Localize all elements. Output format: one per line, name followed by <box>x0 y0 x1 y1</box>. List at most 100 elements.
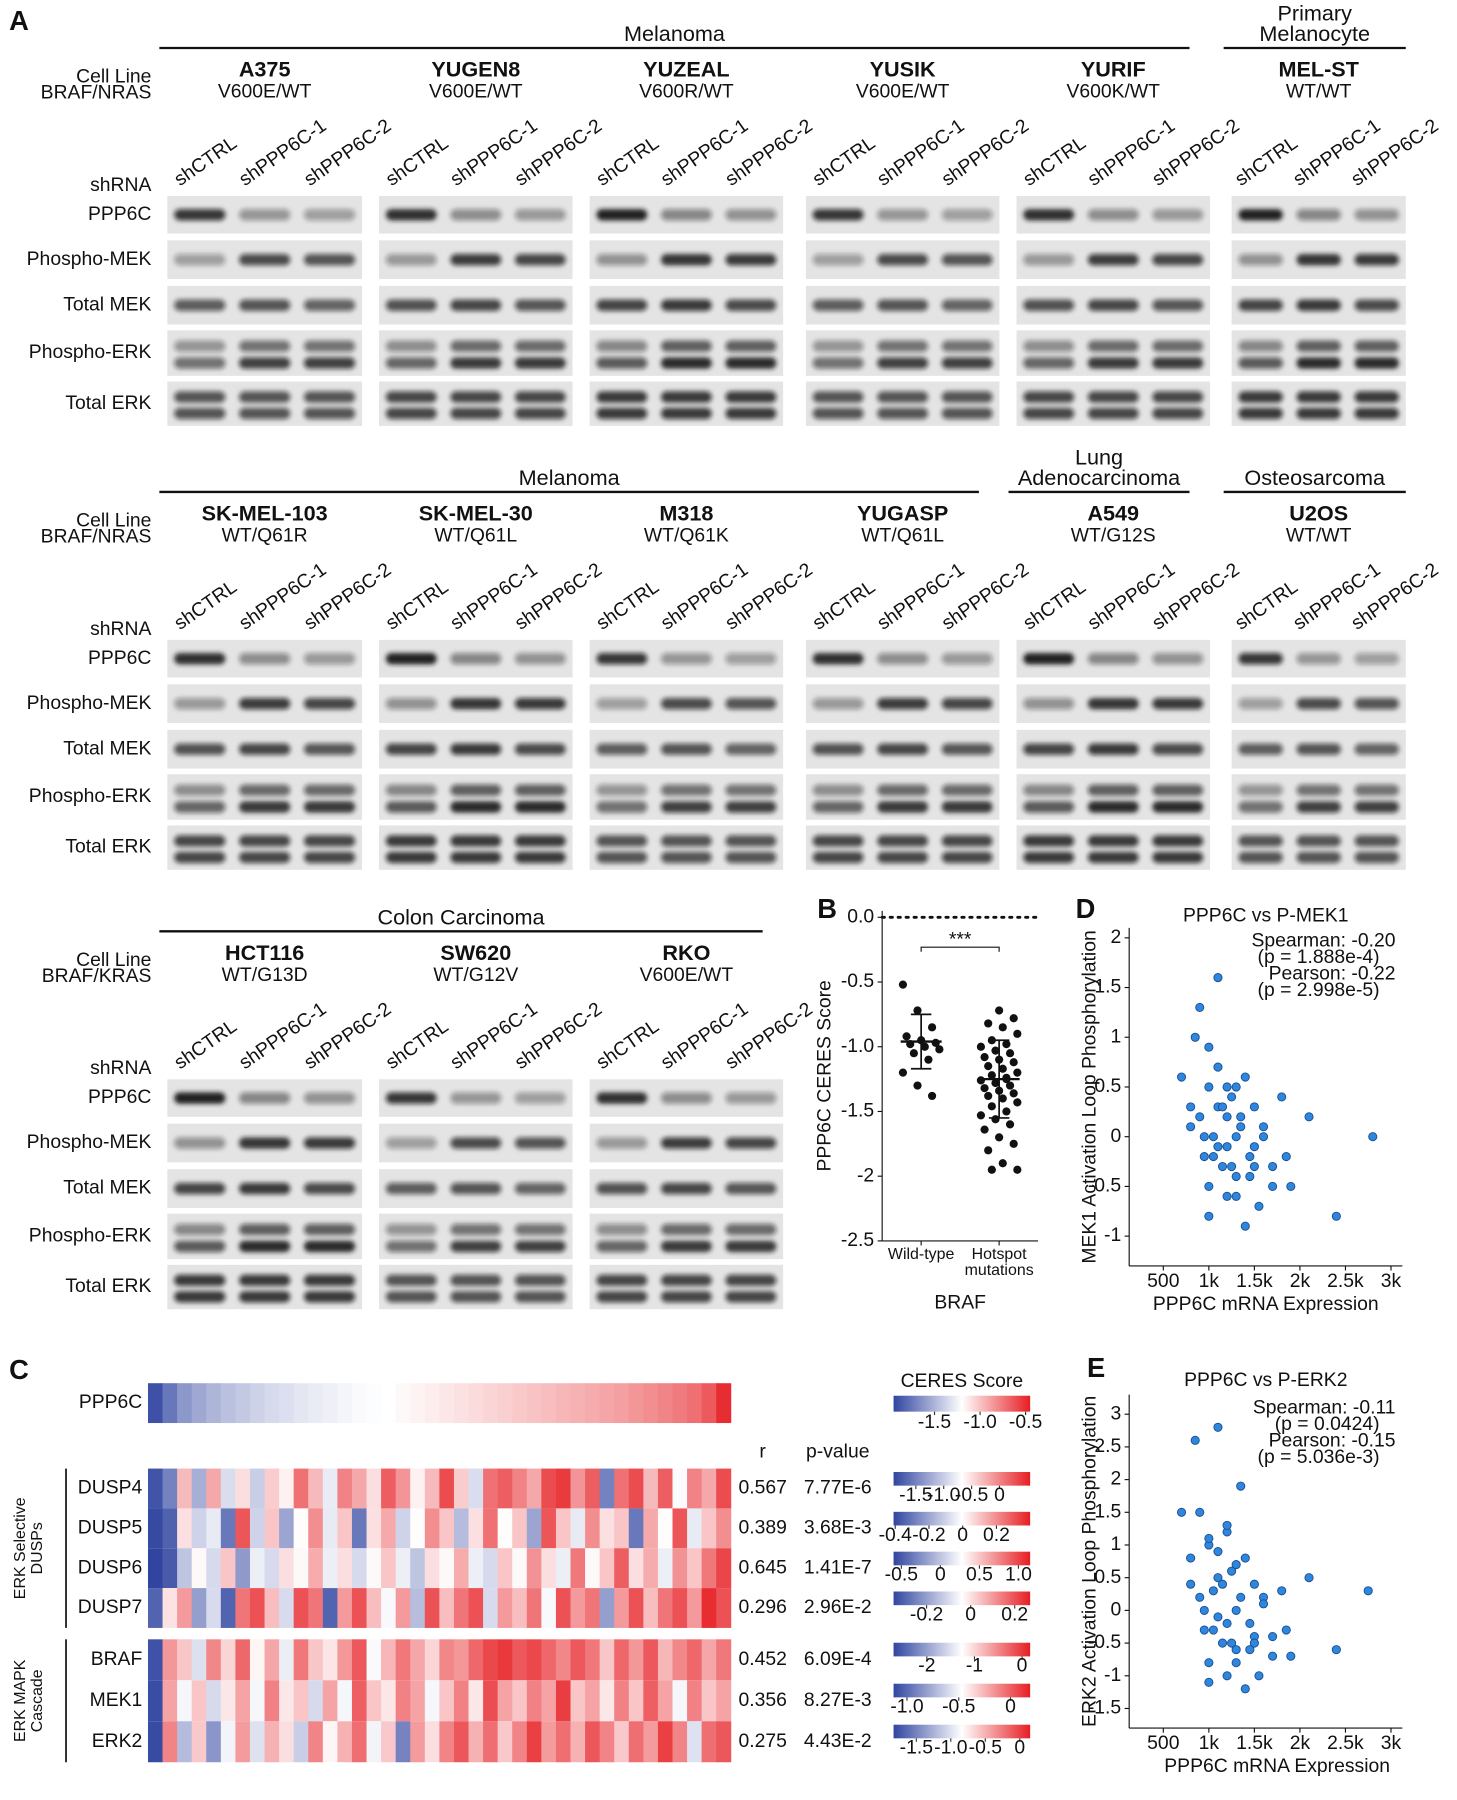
blot-band <box>660 357 712 369</box>
blot-band <box>1296 743 1341 755</box>
heat-cell <box>453 1548 469 1589</box>
heat-cell <box>468 1468 484 1509</box>
heat-cell <box>293 1383 309 1424</box>
point <box>1213 973 1223 983</box>
colorbar-tick-label: 0 <box>957 1524 968 1546</box>
group-title-box: Melanoma <box>624 24 725 46</box>
heat-cell <box>512 1508 528 1549</box>
point <box>1222 1082 1232 1092</box>
x-tick-label: 1k <box>1199 1270 1220 1292</box>
blot-band <box>514 299 566 311</box>
lane-label: shCTRL <box>592 576 663 635</box>
heat-cell <box>657 1508 673 1549</box>
heat-cell <box>497 1468 513 1509</box>
point <box>1213 1142 1223 1152</box>
heat-cell <box>235 1721 251 1763</box>
dot <box>1013 1068 1022 1077</box>
heat-cell <box>570 1721 586 1763</box>
group-title: Lung Adenocarcinoma <box>1017 446 1181 490</box>
blot-band <box>450 209 502 221</box>
point <box>1195 1112 1205 1122</box>
point <box>1258 1122 1269 1132</box>
row-label: Cell Line <box>76 949 151 971</box>
colorbar-tick-label: -2 <box>918 1655 935 1677</box>
point <box>1268 1651 1278 1661</box>
dot <box>924 1055 933 1064</box>
x-tick-label-box: Wild-type <box>888 1245 954 1261</box>
blot-band <box>174 851 226 864</box>
blot-band <box>1152 391 1204 403</box>
dot <box>984 1091 993 1101</box>
blot-band <box>303 407 356 420</box>
heat-cell <box>235 1639 251 1681</box>
group-title: Osteosarcoma <box>1244 466 1386 490</box>
blot-band <box>239 407 291 420</box>
blot-band <box>812 697 864 710</box>
heat-cell <box>395 1468 411 1509</box>
heat-cell <box>483 1639 499 1681</box>
heat-cell <box>293 1721 309 1763</box>
blot-band <box>239 299 291 311</box>
blot-band <box>1023 357 1075 369</box>
heat-cell <box>643 1383 659 1424</box>
blot-band <box>1087 784 1139 796</box>
blot-label: PPP6C <box>88 647 151 669</box>
cell-line-genotype: V600K/WT <box>1066 80 1160 102</box>
heat-cell <box>541 1680 557 1722</box>
heat-cell <box>628 1468 644 1509</box>
y-axis-label: ERK2 Activation Loop Phosphorylation <box>1079 1396 1101 1727</box>
blot-band <box>303 652 356 665</box>
blot-band <box>1087 391 1139 403</box>
blot-band <box>725 835 777 847</box>
y-tick-label: 0.5 <box>1094 1075 1121 1097</box>
heat-cell <box>526 1508 542 1549</box>
heat-cell <box>249 1680 265 1722</box>
colorbar-tick-label: 0 <box>1014 1737 1025 1759</box>
heat-cell <box>497 1588 513 1628</box>
blot-band <box>1238 340 1283 352</box>
blot-band <box>1238 391 1283 403</box>
group-title: Primary Melanocyte <box>1259 2 1371 46</box>
heat-cell <box>264 1508 280 1549</box>
blot-band <box>812 801 864 813</box>
dot <box>980 1125 989 1134</box>
r-value: 0.356 <box>738 1689 786 1711</box>
blot-band <box>514 652 566 665</box>
y-tick-label: -2 <box>857 1164 874 1186</box>
heat-cell <box>322 1680 338 1722</box>
blot-band <box>450 391 502 403</box>
blot-band <box>660 407 712 420</box>
blot-band <box>941 835 993 847</box>
lane-label: shCTRL <box>1019 132 1090 191</box>
point <box>1204 1042 1214 1052</box>
heat-cell <box>264 1639 280 1681</box>
heat-cell <box>687 1468 703 1509</box>
y-tick-label: 0.5 <box>1094 1566 1121 1588</box>
blot-band <box>660 1240 712 1253</box>
heat-cell <box>672 1588 688 1628</box>
blot-band <box>1152 801 1204 813</box>
blot-band <box>1023 299 1075 311</box>
dot <box>998 1159 1007 1168</box>
blot-band <box>1296 697 1341 710</box>
x-tick-label: 500 <box>1147 1732 1179 1754</box>
point <box>1245 1152 1255 1162</box>
blot-band <box>941 784 993 796</box>
point <box>1231 1082 1241 1092</box>
blot-strip <box>379 774 573 820</box>
point <box>1204 1211 1214 1221</box>
point <box>1222 1191 1232 1201</box>
heat-cell <box>264 1468 280 1509</box>
y-tick-label: -0.5 <box>1088 1631 1121 1653</box>
heat-cell <box>555 1468 571 1509</box>
x-axis-label: BRAF <box>934 1292 986 1314</box>
blot-band <box>596 1092 648 1104</box>
heat-cell <box>220 1383 236 1424</box>
blot-band <box>239 835 291 847</box>
y-tick-label: 0.0 <box>847 905 874 927</box>
point <box>1245 1618 1255 1629</box>
heat-cell <box>672 1383 688 1424</box>
group-title-box: Primary Melanocyte <box>1259 2 1371 46</box>
dot <box>998 1023 1007 1032</box>
blot-band <box>725 851 777 864</box>
